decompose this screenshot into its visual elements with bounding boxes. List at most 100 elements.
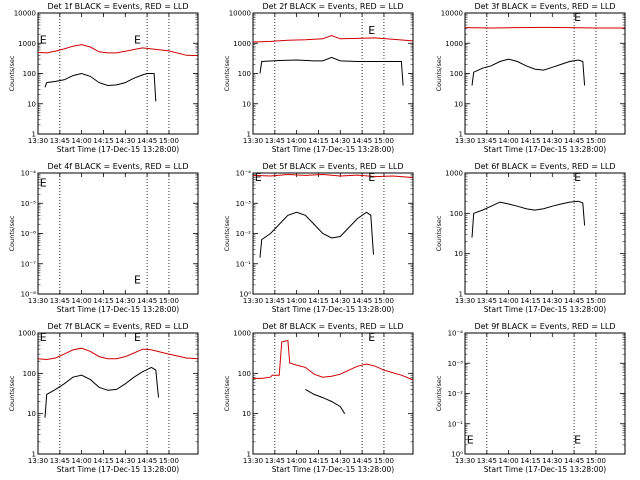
- e-marker: E: [368, 24, 375, 37]
- lld-series: [37, 44, 198, 57]
- y-tick-label: 10⁰: [451, 451, 463, 459]
- x-tick-label: 14:45: [137, 457, 157, 465]
- y-tick-label: 1: [32, 131, 36, 139]
- x-axis-label: Start Time (17-Dec-15 13:28:00): [272, 145, 394, 154]
- panel-title: Det 6f BLACK = Events, RED = LLD: [474, 162, 615, 171]
- x-tick-label: 14:15: [93, 457, 113, 465]
- y-tick-label: 10⁻⁴: [448, 330, 464, 338]
- x-tick-label: 13:45: [477, 137, 497, 145]
- x-tick-label: 13:45: [265, 457, 285, 465]
- x-axis-label: Start Time (17-Dec-15 13:28:00): [57, 465, 179, 474]
- x-tick-label: 15:00: [159, 457, 179, 465]
- x-tick-label: 14:15: [520, 457, 540, 465]
- y-tick-label: 10000: [229, 10, 251, 18]
- panel-det-6: Det 6f BLACK = Events, RED = LLD 13:30 13:…: [435, 162, 626, 314]
- x-tick-label: 14:15: [520, 137, 540, 145]
- e-marker: E: [40, 33, 47, 46]
- y-tick-label: 10: [27, 100, 36, 108]
- panel-det-9: Det 9f BLACK = Events, RED = LLD 13:30 13:…: [435, 322, 626, 474]
- events-series: [471, 200, 586, 238]
- x-axis-label: Start Time (17-Dec-15 13:28:00): [272, 305, 394, 314]
- x-tick-label: 14:00: [499, 457, 519, 465]
- events-series: [44, 72, 157, 102]
- y-tick-label: 1000: [233, 330, 251, 338]
- x-tick-label: 14:15: [93, 297, 113, 305]
- panel-title: Det 9f BLACK = Events, RED = LLD: [474, 322, 615, 331]
- e-marker: E: [574, 433, 581, 446]
- y-tick-label: 1: [459, 131, 463, 139]
- x-tick-label: 14:30: [330, 297, 350, 305]
- y-axis-label: Counts/sec: [435, 55, 443, 91]
- x-tick-label: 14:30: [330, 137, 350, 145]
- x-tick-label: 14:45: [352, 297, 372, 305]
- y-tick-label: 10000: [441, 10, 463, 18]
- x-tick-label: 14:00: [499, 137, 519, 145]
- y-tick-label: 10⁻²: [236, 230, 252, 238]
- y-tick-label: 10⁻¹: [236, 260, 252, 268]
- panel-det-2: Det 2f BLACK = Events, RED = LLD 13:30 13:…: [223, 2, 414, 154]
- e-marker: E: [134, 331, 141, 344]
- x-tick-label: 13:30: [455, 297, 475, 305]
- y-tick-label: 100: [238, 70, 251, 78]
- x-tick-label: 14:45: [352, 457, 372, 465]
- lld-series: [252, 34, 413, 43]
- x-tick-label: 13:45: [50, 297, 70, 305]
- x-tick-label: 14:00: [72, 137, 92, 145]
- panel-title: Det 2f BLACK = Events, RED = LLD: [262, 2, 403, 11]
- x-tick-label: 14:45: [352, 137, 372, 145]
- e-marker: E: [368, 331, 375, 344]
- x-axis-label: Start Time (17-Dec-15 13:28:00): [484, 465, 606, 474]
- y-axis-label: Counts/sec: [223, 375, 231, 411]
- x-tick-label: 15:00: [374, 297, 394, 305]
- e-marker: E: [255, 171, 262, 184]
- y-tick-label: 10⁻⁸: [21, 291, 37, 299]
- x-tick-label: 14:30: [115, 137, 135, 145]
- x-tick-label: 13:45: [50, 137, 70, 145]
- x-axis-label: Start Time (17-Dec-15 13:28:00): [484, 145, 606, 154]
- x-tick-label: 13:30: [243, 297, 263, 305]
- x-tick-label: 13:45: [265, 137, 285, 145]
- x-tick-label: 15:00: [159, 297, 179, 305]
- y-tick-label: 10⁰: [239, 291, 251, 299]
- y-tick-label: 1000: [18, 40, 36, 48]
- x-tick-label: 14:00: [287, 137, 307, 145]
- y-tick-label: 10: [27, 410, 36, 418]
- x-tick-label: 14:00: [72, 457, 92, 465]
- x-tick-label: 15:00: [586, 457, 606, 465]
- x-tick-label: 14:00: [287, 297, 307, 305]
- y-tick-label: 10⁻⁷: [21, 260, 37, 268]
- y-axis-label: Counts/sec: [223, 55, 231, 91]
- x-tick-label: 14:15: [308, 297, 328, 305]
- y-tick-label: 1: [247, 451, 251, 459]
- y-tick-label: 1000: [18, 330, 36, 338]
- y-tick-label: 10⁻¹: [448, 420, 464, 428]
- y-axis-label: Counts/sec: [435, 375, 443, 411]
- y-axis-label: Counts/sec: [8, 55, 16, 91]
- e-marker: E: [134, 33, 141, 46]
- x-tick-label: 15:00: [586, 137, 606, 145]
- y-tick-label: 10⁻³: [236, 200, 252, 208]
- e-marker: E: [574, 171, 581, 184]
- e-marker: E: [574, 11, 581, 24]
- x-tick-label: 13:45: [265, 297, 285, 305]
- plot-frame: [252, 12, 414, 135]
- y-tick-label: 100: [238, 370, 251, 378]
- y-axis-label: Counts/sec: [223, 215, 231, 251]
- plot-frame: [252, 172, 414, 295]
- y-tick-label: 10⁻³: [448, 360, 464, 368]
- x-tick-label: 14:45: [564, 137, 584, 145]
- x-tick-label: 14:00: [287, 457, 307, 465]
- y-axis-label: Counts/sec: [8, 375, 16, 411]
- x-tick-label: 14:45: [137, 297, 157, 305]
- y-tick-label: 10: [454, 250, 463, 258]
- x-axis-label: Start Time (17-Dec-15 13:28:00): [484, 305, 606, 314]
- y-tick-label: 10000: [14, 10, 36, 18]
- events-series: [259, 56, 404, 86]
- events-series: [44, 366, 159, 418]
- y-tick-label: 10⁻⁴: [236, 170, 252, 178]
- e-marker: E: [368, 171, 375, 184]
- x-tick-label: 14:00: [72, 297, 92, 305]
- panel-det-4: Det 4f BLACK = Events, RED = LLD 13:30 13:…: [8, 162, 199, 314]
- x-tick-label: 13:30: [455, 457, 475, 465]
- y-tick-label: 1000: [445, 40, 463, 48]
